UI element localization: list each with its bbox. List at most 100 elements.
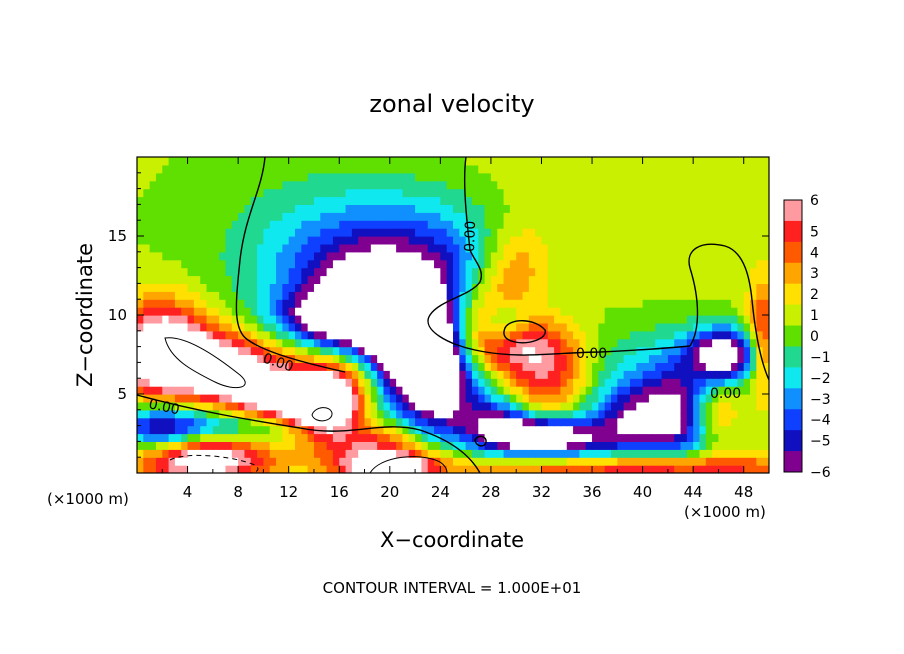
field-cell: [674, 346, 682, 356]
field-cell: [541, 449, 549, 458]
field-cell: [206, 417, 214, 427]
field-cell: [257, 354, 264, 363]
field-cell: [585, 291, 593, 300]
field-cell: [484, 236, 492, 245]
field-cell: [225, 188, 233, 198]
field-cell: [282, 188, 290, 198]
field-cell: [358, 204, 366, 213]
field-cell: [686, 457, 694, 466]
field-cell: [389, 188, 397, 198]
field-cell: [155, 291, 163, 300]
field-cell: [149, 220, 157, 229]
field-cell: [370, 378, 378, 387]
field-cell: [358, 338, 366, 348]
field-cell: [149, 172, 157, 182]
field-cell: [269, 251, 277, 261]
field-cell: [377, 441, 385, 450]
field-cell: [629, 299, 637, 308]
field-cell: [257, 291, 264, 300]
field-cell: [345, 330, 353, 340]
x-axis-title: X−coordinate: [380, 528, 524, 552]
field-cell: [238, 409, 246, 419]
field-cell: [231, 354, 239, 363]
field-cell: [377, 275, 385, 284]
field-cell: [276, 425, 283, 435]
field-cell: [383, 275, 391, 284]
field-cell: [699, 449, 707, 458]
field-cell: [174, 425, 182, 435]
field-cell: [307, 386, 315, 395]
field-cell: [465, 212, 473, 221]
field-cell: [238, 267, 246, 277]
field-cell: [554, 465, 562, 473]
field-cell: [617, 259, 625, 269]
field-cell: [699, 157, 707, 166]
field-cell: [200, 204, 208, 213]
field-cell: [547, 417, 555, 427]
field-cell: [522, 417, 530, 427]
field-cell: [484, 243, 492, 253]
field-cell: [497, 354, 505, 363]
field-cell: [471, 291, 479, 300]
field-cell: [320, 449, 328, 458]
field-cell: [339, 362, 347, 371]
field-cell: [389, 346, 397, 356]
field-cell: [415, 236, 422, 245]
field-cell: [238, 157, 246, 166]
field-cell: [573, 157, 580, 166]
field-cell: [573, 409, 580, 419]
field-cell: [168, 386, 176, 395]
field-cell: [440, 307, 448, 316]
field-cell: [389, 386, 397, 395]
field-cell: [307, 204, 315, 213]
field-cell: [345, 449, 353, 458]
field-cell: [402, 362, 410, 371]
field-cell: [484, 322, 492, 332]
field-cell: [686, 172, 694, 182]
field-cell: [219, 291, 227, 300]
field-cell: [522, 172, 530, 182]
field-cell: [585, 172, 593, 182]
field-cell: [560, 188, 568, 198]
field-cell: [648, 275, 656, 284]
field-cell: [231, 228, 239, 237]
field-cell: [446, 457, 454, 466]
field-cell: [332, 401, 340, 411]
field-cell: [724, 243, 732, 253]
field-cell: [743, 220, 751, 229]
field-cell: [332, 315, 340, 324]
field-cell: [181, 275, 189, 284]
field-cell: [162, 322, 170, 332]
field-cell: [497, 172, 505, 182]
field-cell: [421, 243, 429, 253]
field-cell: [212, 275, 220, 284]
field-cell: [503, 283, 511, 292]
field-cell: [680, 441, 688, 450]
field-cell: [642, 409, 650, 419]
field-cell: [598, 188, 606, 198]
field-cell: [250, 157, 258, 166]
field-cell: [611, 378, 618, 387]
field-cell: [257, 267, 264, 277]
field-cell: [162, 465, 170, 473]
field-cell: [181, 378, 189, 387]
y-axis-title: Z−coordinate: [73, 243, 97, 387]
field-cell: [718, 315, 726, 324]
field-cell: [427, 338, 435, 348]
field-cell: [137, 433, 144, 442]
colorbar-swatch: [784, 200, 802, 222]
field-cell: [301, 465, 309, 473]
field-cell: [320, 164, 328, 174]
field-cell: [396, 425, 404, 435]
field-cell: [263, 188, 271, 198]
field-cell: [642, 267, 650, 277]
field-cell: [276, 457, 283, 466]
field-cell: [611, 338, 618, 348]
field-cell: [731, 275, 738, 284]
colorbar-swatch: [784, 283, 802, 306]
field-cell: [623, 330, 631, 340]
field-cell: [200, 425, 208, 435]
field-cell: [187, 370, 195, 379]
field-cell: [737, 386, 745, 395]
field-cell: [453, 465, 460, 473]
